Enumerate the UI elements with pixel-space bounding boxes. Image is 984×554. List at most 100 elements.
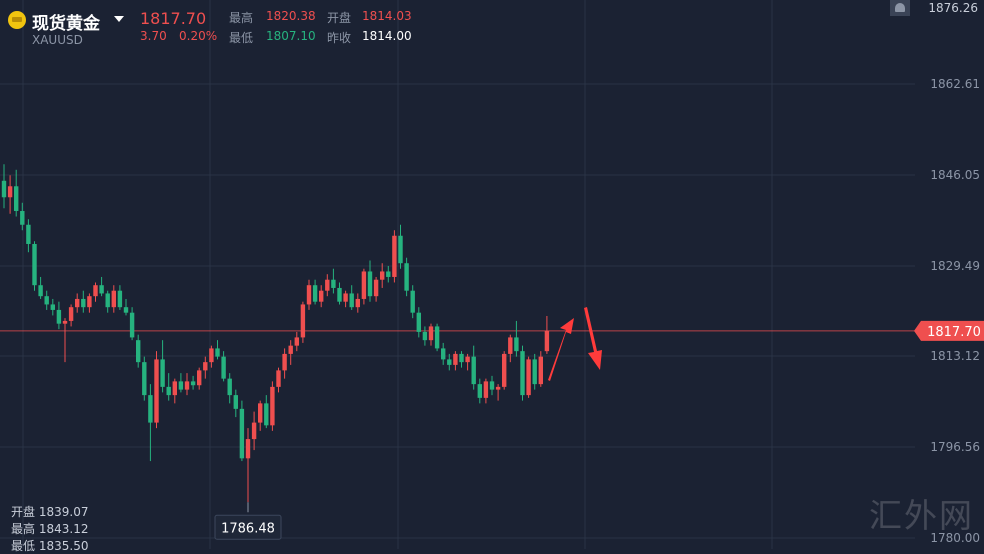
y-tick-label: 1813.12	[930, 349, 980, 363]
red-arrow-up	[548, 318, 574, 381]
candle-body	[81, 298, 86, 308]
bell-icon[interactable]	[890, 0, 910, 16]
candle-body	[123, 307, 129, 313]
candle-body	[312, 285, 318, 302]
candle-body	[386, 271, 391, 277]
candle-body	[416, 312, 421, 332]
high-label: 最高	[229, 11, 254, 25]
candle-body	[422, 331, 428, 341]
ohlc-low: 最低 1835.50	[11, 537, 88, 554]
candle-body	[544, 330, 550, 352]
candle-body	[178, 381, 184, 390]
candle-body	[380, 271, 385, 280]
candle-body	[349, 293, 354, 308]
candle-body	[270, 386, 275, 426]
candle-body	[136, 340, 141, 363]
ohlc-low-label: 最低	[11, 539, 36, 553]
candle-body	[245, 439, 251, 459]
candle-body	[20, 211, 25, 225]
candle-body	[197, 370, 202, 386]
ohlc-low-value: 1835.50	[38, 539, 89, 553]
candle-body	[44, 296, 49, 305]
watermark: 汇外网	[869, 496, 974, 535]
ohlc-open: 开盘 1839.07	[11, 503, 88, 520]
ohlc-high: 最高 1843.12	[11, 520, 88, 537]
candle-body	[32, 243, 37, 286]
candle-body	[14, 186, 19, 212]
candle-body	[75, 298, 80, 308]
candle-body	[148, 395, 153, 423]
candle-body	[459, 353, 464, 363]
current-price-label: 1817.70	[927, 325, 981, 340]
instrument-name[interactable]: 现货黄金	[32, 14, 100, 34]
candle-body	[184, 381, 190, 390]
candle-body	[453, 353, 458, 365]
candle-body	[87, 296, 92, 308]
candle-body	[355, 298, 360, 308]
open-label: 开盘	[327, 11, 352, 25]
candle-body	[441, 348, 446, 360]
candle-body	[7, 186, 13, 198]
candle-body	[227, 378, 232, 396]
min-marker-box	[214, 514, 282, 540]
y-tick-label: 1780.00	[930, 531, 980, 545]
candle-body	[410, 290, 415, 313]
candle-body	[288, 345, 293, 354]
candle-body	[447, 359, 452, 365]
y-tick-label: 1796.56	[930, 440, 980, 454]
candle-body	[373, 279, 379, 297]
candle-body	[276, 370, 281, 387]
candle-body	[489, 381, 495, 390]
candle-body	[258, 403, 263, 423]
candle-body	[105, 293, 110, 308]
candle-body	[367, 271, 373, 297]
candle-body	[361, 271, 367, 299]
candle-body	[129, 312, 135, 338]
candle-body	[508, 337, 513, 354]
candle-body	[203, 362, 208, 371]
candle-body	[1, 180, 7, 198]
gold-coin-icon	[8, 11, 26, 29]
last-price: 1817.70	[140, 9, 207, 28]
price-change-pct: 0.20%	[179, 29, 218, 43]
candle-body	[337, 287, 342, 302]
candle-body	[56, 309, 62, 324]
candle-body	[99, 285, 104, 294]
red-arrow-down	[584, 307, 602, 370]
y-tick-label: 1862.61	[930, 77, 980, 91]
prev-close-value: 1814.00	[362, 29, 412, 43]
candle-body	[331, 279, 336, 288]
candle-body	[142, 362, 147, 396]
candle-body	[483, 381, 489, 398]
candle-body	[434, 326, 440, 349]
candle-body	[62, 320, 68, 324]
candle-body	[325, 279, 330, 291]
instrument-symbol: XAUUSD	[32, 33, 83, 47]
candle-body	[465, 356, 470, 363]
y-tick-label: 1829.49	[930, 259, 980, 273]
current-price-tag	[914, 320, 984, 341]
candle-body	[190, 381, 196, 386]
min-marker-label: 1786.48	[221, 521, 275, 536]
candle-body	[264, 403, 269, 426]
candle-body	[251, 422, 257, 440]
ohlc-open-value: 1839.07	[38, 505, 89, 519]
candle-body	[502, 353, 507, 387]
candle-body	[471, 356, 476, 385]
candle-body	[392, 235, 397, 277]
candle-body	[160, 359, 165, 387]
chevron-down-icon[interactable]	[114, 16, 124, 22]
y-tick-label: 1846.05	[930, 168, 980, 182]
low-label: 最低	[229, 31, 254, 45]
ohlc-high-label: 最高	[11, 522, 36, 536]
candle-body	[404, 263, 409, 291]
candle-body	[282, 353, 287, 371]
candle-body	[428, 326, 434, 341]
candle-body	[294, 337, 299, 346]
candle-body	[306, 285, 312, 305]
candle-body	[117, 290, 123, 308]
candle-body	[526, 359, 531, 396]
candle-body	[343, 293, 348, 302]
candle-body	[93, 285, 98, 297]
